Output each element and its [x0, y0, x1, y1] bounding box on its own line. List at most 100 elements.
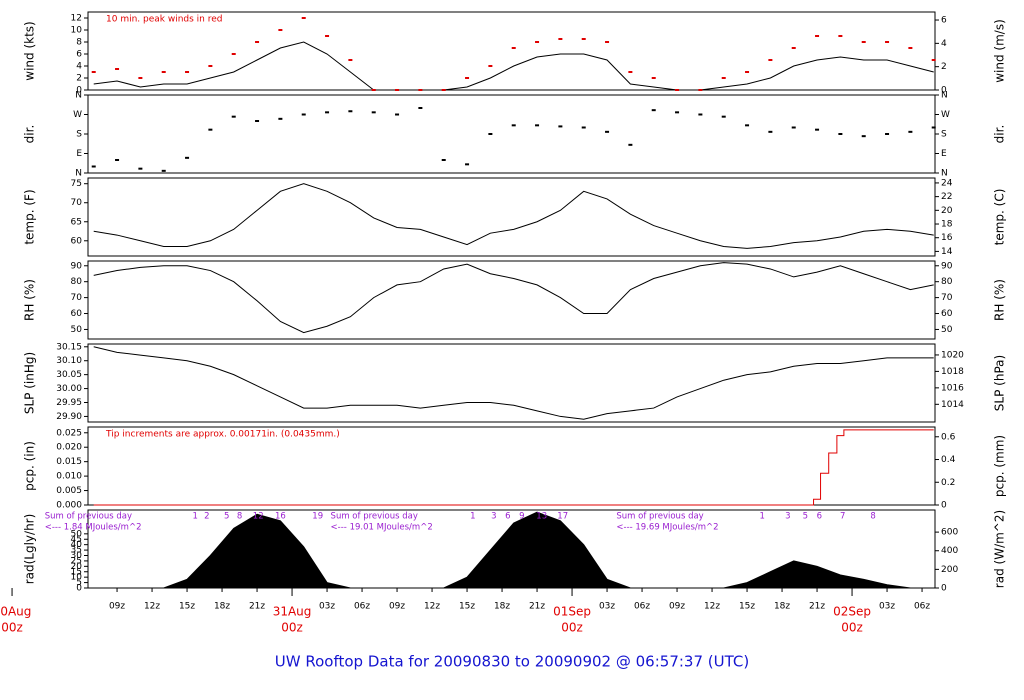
hour-mark: 17	[557, 512, 568, 522]
y-tick-label: 0.020	[56, 443, 82, 453]
panel-frame	[87, 94, 936, 174]
hour-mark: 5	[224, 512, 229, 522]
y-tick-label: 0	[76, 86, 82, 96]
y2-tick-label: W	[941, 110, 950, 120]
y2-tick-label: 18	[941, 220, 953, 230]
x-tick-label: 18z	[494, 602, 510, 612]
hour-mark: 6	[817, 512, 822, 522]
y2-tick-label: 80	[941, 277, 953, 287]
point	[511, 47, 516, 49]
y2-tick-label: 14	[941, 247, 953, 257]
point	[91, 71, 96, 73]
x-tick-label: 03z	[319, 602, 335, 612]
panel-frame	[87, 343, 936, 423]
point	[815, 128, 820, 131]
hour-mark: 9	[519, 512, 524, 522]
hour-mark: 8	[237, 512, 242, 522]
y2-axis-label: dir.	[993, 125, 1007, 144]
date-time: 00z	[281, 621, 303, 635]
point	[208, 128, 213, 131]
y-axis-label: rad(Lgly/hr)	[23, 514, 37, 585]
point	[395, 89, 400, 91]
hour-mark: 7	[840, 512, 845, 522]
y2-tick-label: 200	[941, 565, 958, 575]
y2-tick-label: 1020	[941, 350, 964, 360]
sum-label: Sum of previous day	[331, 512, 418, 522]
y-tick-label: 80	[71, 277, 83, 287]
y-tick-label: 0.025	[56, 428, 82, 438]
y-tick-label: E	[76, 149, 82, 159]
y2-tick-label: 400	[941, 546, 958, 556]
point	[488, 133, 493, 135]
point	[395, 113, 400, 116]
y2-tick-label: 24	[941, 178, 953, 188]
point	[185, 156, 190, 159]
y2-tick-label: 6	[941, 16, 947, 26]
line	[93, 429, 934, 506]
y-axis-label: pcp. (in)	[23, 441, 37, 491]
point	[535, 41, 540, 43]
panel-frame	[87, 260, 936, 340]
hour-mark: 2	[204, 512, 209, 522]
point	[138, 167, 143, 170]
y-tick-label: 70	[71, 293, 83, 303]
point	[231, 53, 236, 55]
point	[278, 29, 283, 31]
point	[745, 124, 750, 127]
point	[255, 120, 260, 122]
point	[791, 126, 796, 129]
hour-mark: 13	[536, 512, 547, 522]
point	[301, 113, 306, 116]
x-tick-label: 06z	[634, 602, 650, 612]
y-tick-label: 70	[71, 198, 83, 208]
y-axis-label: dir.	[23, 125, 37, 144]
hour-mark: 16	[275, 512, 286, 522]
point	[348, 59, 353, 61]
point	[441, 159, 446, 161]
y-tick-label: 75	[71, 179, 82, 189]
hour-mark: 3	[491, 512, 496, 522]
y-tick-label: 30.00	[56, 384, 82, 394]
point	[488, 65, 493, 67]
y2-tick-label: 60	[941, 309, 953, 319]
y-tick-label: 45	[71, 535, 82, 545]
x-tick-label: 03z	[879, 602, 895, 612]
y-tick-label: 29.90	[56, 412, 82, 422]
point	[465, 77, 470, 79]
y-tick-label: 30.10	[56, 356, 82, 366]
date-time: 00z	[1, 621, 23, 635]
point	[441, 89, 446, 91]
point	[885, 133, 890, 135]
y2-tick-label: E	[941, 149, 947, 159]
y2-tick-label: 70	[941, 293, 953, 303]
point	[465, 163, 470, 166]
y2-tick-label: S	[941, 130, 947, 140]
point	[115, 68, 120, 70]
y-tick-label: 50	[71, 325, 83, 335]
point	[371, 89, 376, 91]
point	[371, 111, 376, 114]
date-label: 30Aug	[0, 605, 31, 619]
point	[511, 124, 516, 127]
hour-mark: 6	[505, 512, 510, 522]
y2-tick-label: 0.4	[941, 455, 956, 465]
y-tick-label: 4	[76, 62, 82, 72]
y-tick-label: N	[75, 91, 82, 101]
point	[721, 115, 726, 118]
point	[908, 130, 913, 133]
x-tick-label: 12z	[424, 602, 440, 612]
x-tick-label: 03z	[599, 602, 615, 612]
point	[605, 130, 610, 133]
x-tick-label: 18z	[214, 602, 230, 612]
y-tick-label: 60	[71, 236, 83, 246]
y-tick-label: 30.05	[56, 370, 82, 380]
point	[838, 35, 843, 37]
point	[675, 89, 680, 91]
y-tick-label: 0.000	[56, 501, 82, 511]
y2-axis-label: RH (%)	[993, 279, 1007, 321]
point	[885, 41, 890, 43]
point	[581, 38, 586, 40]
date-time: 00z	[841, 621, 863, 635]
y-tick-label: 10	[71, 573, 83, 583]
x-tick-label: 06z	[354, 602, 370, 612]
